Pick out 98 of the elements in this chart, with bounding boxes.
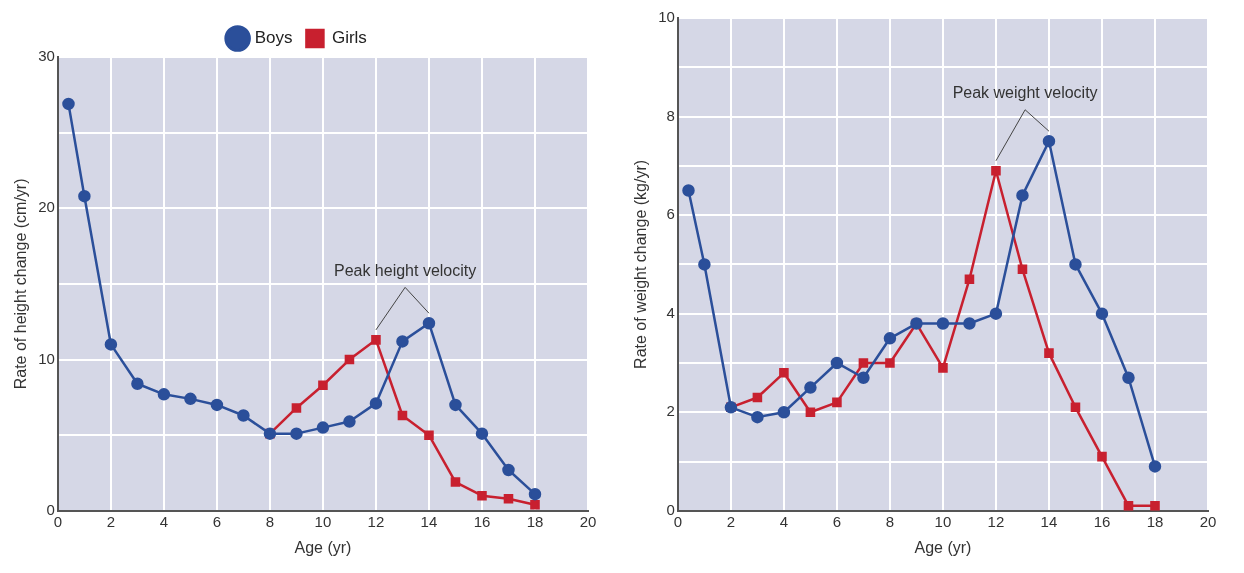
y-axis-title: Rate of weight change (kg/yr) [632, 159, 650, 369]
x-tick-label: 10 [934, 512, 952, 530]
point [422, 316, 436, 330]
y-tick-label: 10 [38, 349, 55, 367]
point [316, 421, 330, 434]
point [344, 354, 355, 365]
point [858, 358, 869, 368]
y-tick-label: 20 [38, 198, 55, 216]
point [369, 397, 383, 410]
point [751, 410, 764, 424]
point [1016, 189, 1029, 202]
x-tick-label: 12 [367, 512, 385, 530]
point [682, 184, 695, 197]
point [832, 397, 842, 408]
x-axis-title: Age (yr) [914, 538, 972, 556]
point [752, 392, 763, 403]
point [78, 189, 91, 203]
point [883, 332, 897, 345]
point [343, 415, 356, 428]
y-tick-label: 10 [658, 8, 675, 26]
point [989, 307, 1003, 320]
point [1042, 134, 1056, 148]
point [104, 338, 118, 351]
point [1017, 264, 1028, 275]
point [1069, 258, 1082, 271]
y-axis-title: Rate of height change (cm/yr) [12, 178, 30, 390]
point [318, 380, 328, 391]
point [1122, 371, 1135, 384]
x-tick-label: 6 [832, 512, 842, 530]
point [804, 381, 817, 394]
point [131, 377, 144, 390]
x-tick-label: 20 [1199, 512, 1217, 530]
point [477, 490, 487, 501]
x-tick-label: 20 [579, 512, 597, 530]
x-tick-label: 16 [473, 512, 491, 530]
x-tick-label: 10 [314, 512, 332, 530]
x-tick-label: 8 [265, 512, 275, 530]
annotation: Peak weight velocity [952, 84, 1098, 102]
point [449, 398, 462, 412]
point [885, 358, 895, 368]
point [290, 427, 303, 440]
point [805, 407, 816, 418]
x-tick-label: 12 [987, 512, 1005, 530]
y-tick-label: 4 [666, 303, 675, 321]
point [62, 97, 75, 111]
x-tick-label: 14 [420, 512, 438, 530]
point [503, 493, 514, 504]
point [1044, 348, 1054, 358]
x-tick-label: 18 [1146, 512, 1164, 530]
annotation: Peak height velocity [333, 261, 477, 279]
x-tick-label: 18 [526, 512, 544, 530]
x-tick-label: 4 [779, 512, 789, 530]
point [1148, 460, 1162, 473]
point [830, 356, 844, 370]
x-tick-label: 4 [159, 512, 169, 530]
point [450, 477, 461, 487]
x-tick-label: 2 [726, 512, 736, 530]
point [936, 317, 950, 330]
point [964, 274, 975, 284]
point [371, 335, 381, 345]
point [857, 371, 870, 384]
point [779, 368, 789, 378]
y-tick-label: 6 [666, 205, 675, 223]
x-tick-label: 6 [212, 512, 222, 530]
y-tick-label: 8 [666, 106, 675, 124]
point [475, 427, 489, 440]
x-tick-label: 16 [1093, 512, 1111, 530]
point [157, 388, 171, 401]
y-tick-label: 30 [38, 47, 55, 65]
y-tick-label: 2 [666, 402, 675, 420]
point [1095, 307, 1109, 320]
point [1123, 501, 1134, 511]
legend-label: Boys [254, 28, 293, 48]
point [502, 463, 515, 477]
point [291, 403, 302, 413]
point [963, 317, 976, 330]
point [698, 258, 711, 271]
y-tick-label: 0 [666, 500, 675, 518]
point [397, 410, 408, 421]
point [237, 409, 250, 422]
point [210, 398, 224, 412]
point [938, 363, 948, 373]
point [396, 335, 409, 348]
y-tick-label: 0 [46, 500, 55, 518]
x-tick-label: 2 [106, 512, 116, 530]
x-axis-title: Age (yr) [294, 538, 352, 556]
point [1070, 402, 1081, 413]
point [991, 165, 1001, 176]
point [777, 405, 791, 419]
point [1097, 451, 1107, 462]
point [424, 430, 434, 440]
point [1150, 501, 1160, 511]
point [530, 499, 540, 510]
point [184, 392, 197, 406]
legend-label: Girls [331, 28, 367, 48]
point [528, 487, 542, 501]
x-tick-label: 8 [885, 512, 895, 530]
x-tick-label: 14 [1040, 512, 1058, 530]
